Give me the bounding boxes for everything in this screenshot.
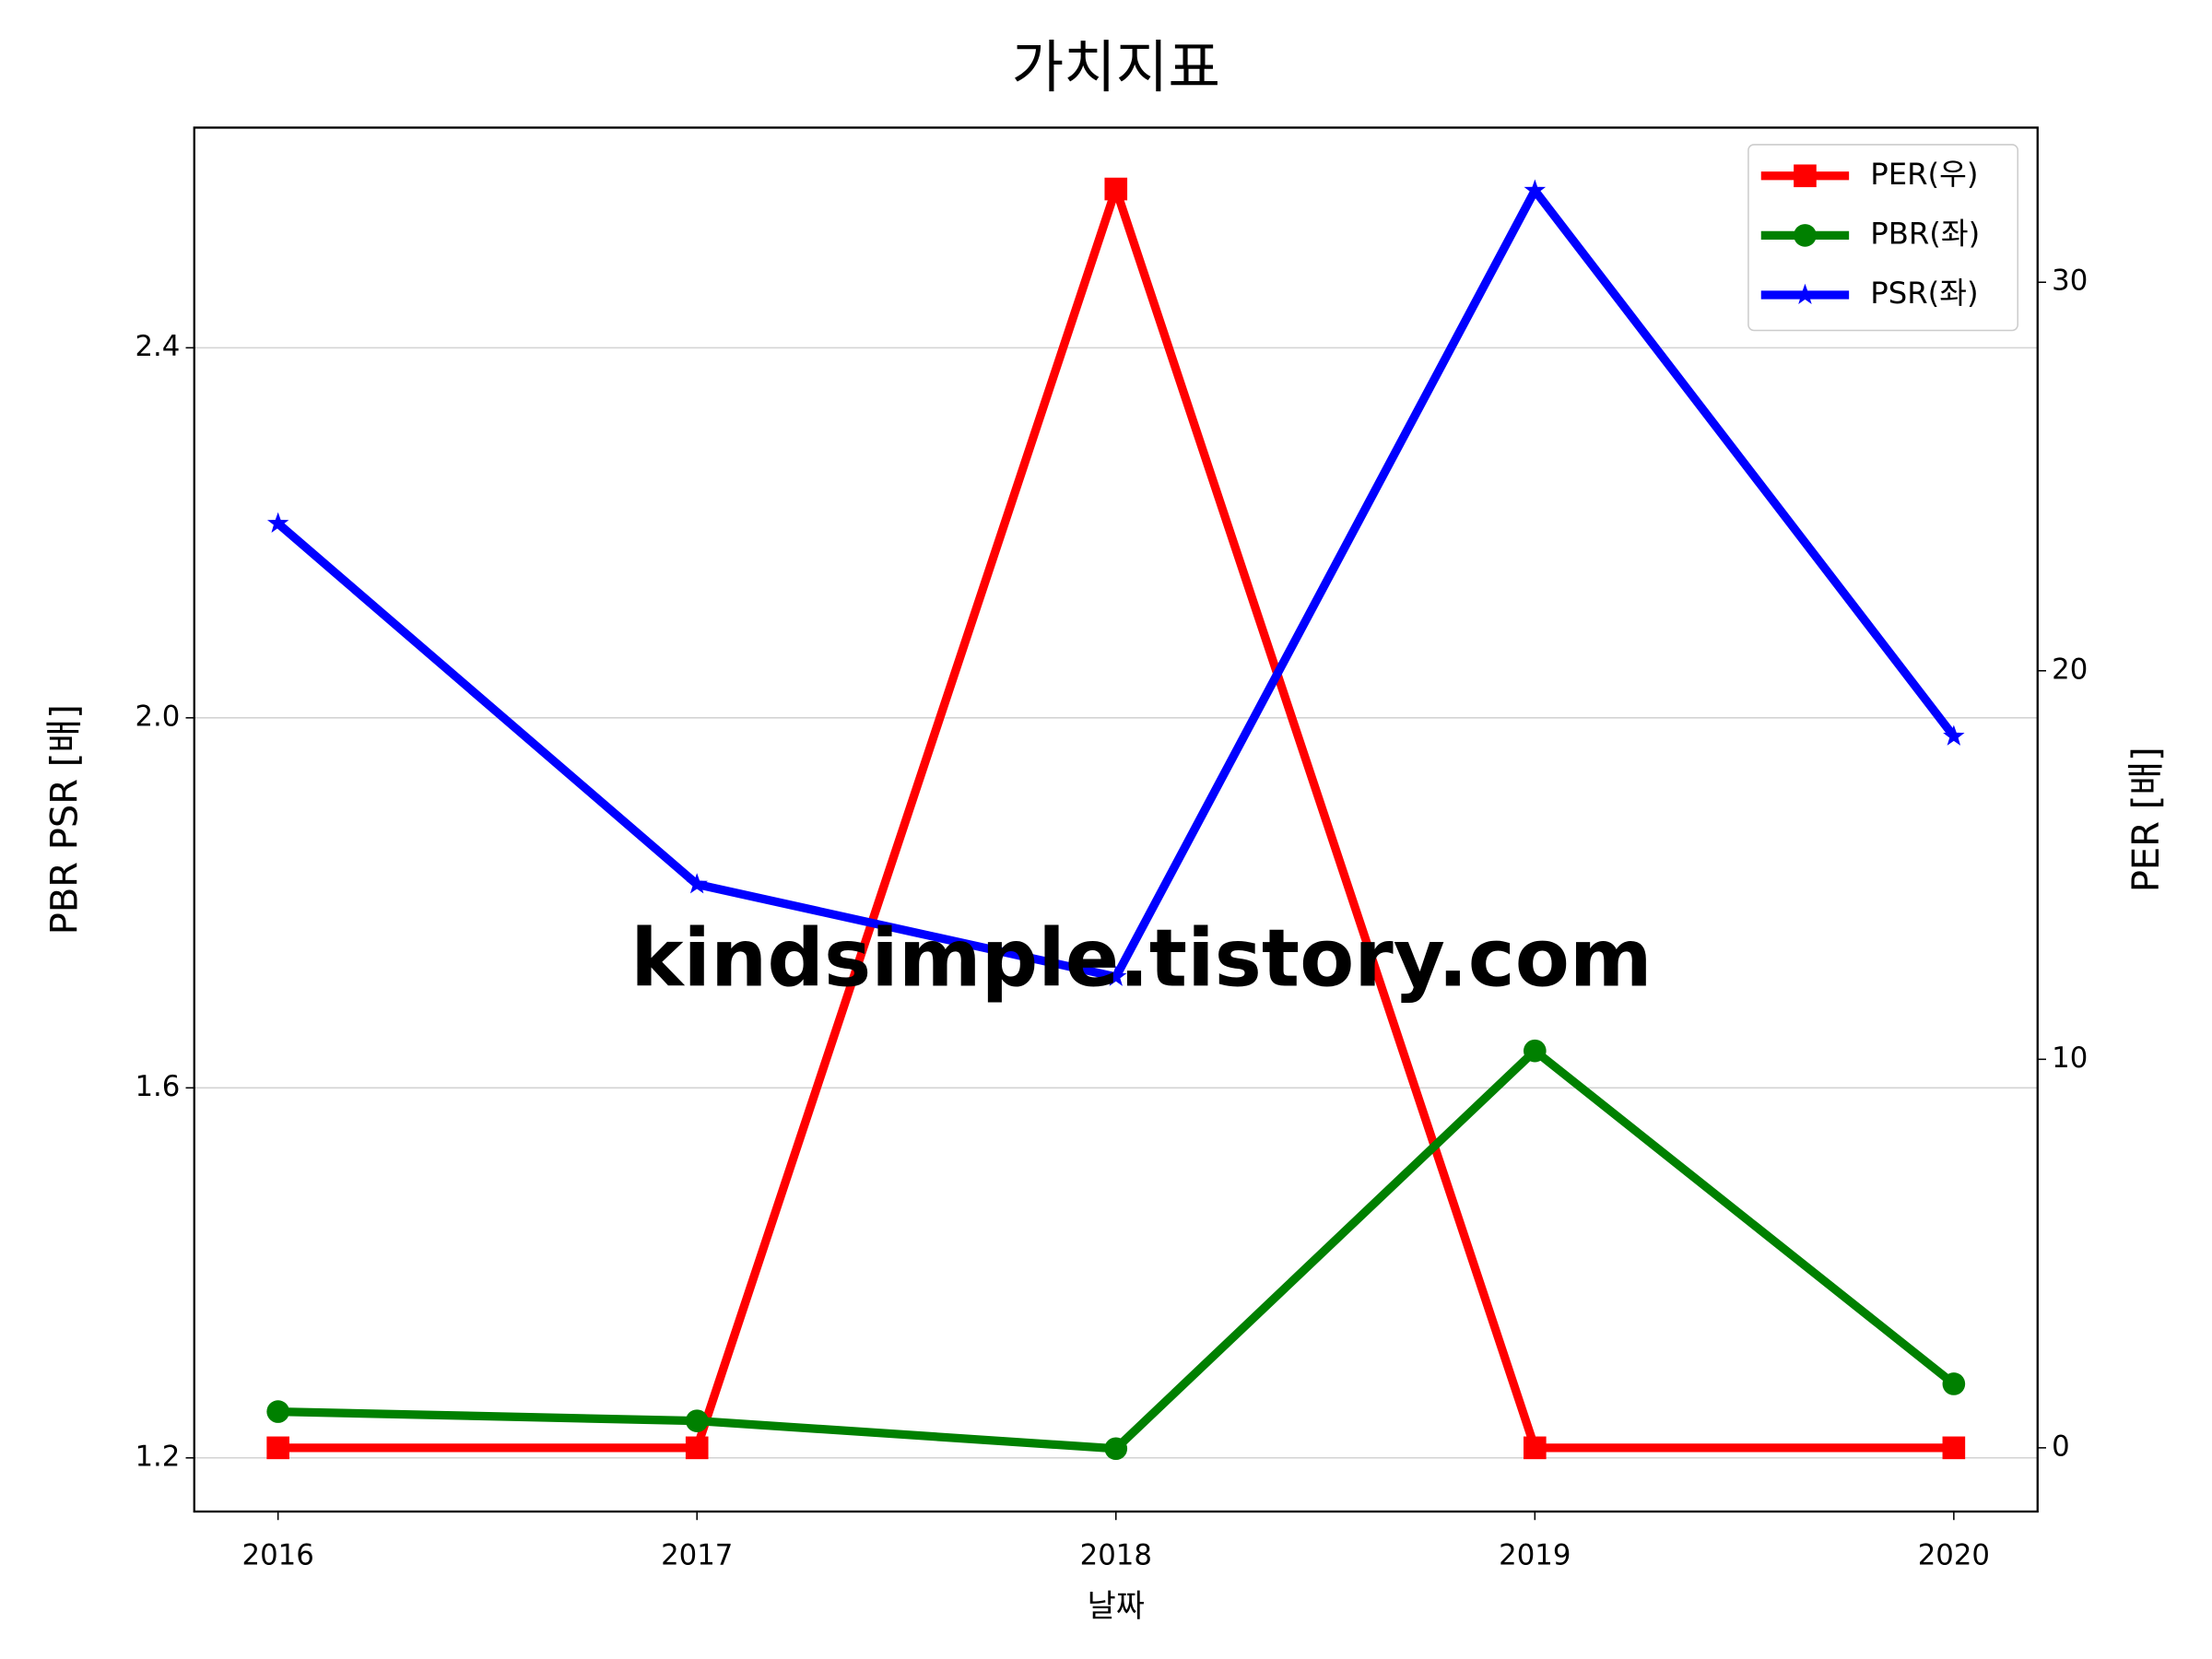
data-point <box>266 1400 289 1423</box>
y-tick-label: 2.0 <box>135 700 180 733</box>
chart-title: 가치지표 <box>1012 34 1220 100</box>
x-tick-label: 2020 <box>1918 1539 1990 1572</box>
data-point <box>685 1436 709 1460</box>
series-line <box>277 1046 1957 1453</box>
legend-label: PER(우) <box>1870 157 1978 192</box>
legend-label: PBR(좌) <box>1870 216 1980 251</box>
x-tick-label: 2016 <box>242 1539 314 1572</box>
y-axis-label: PBR PSR [배] <box>43 704 86 935</box>
x-axis-label: 날짜 <box>1088 1588 1145 1624</box>
data-point <box>266 1436 289 1460</box>
legend-marker <box>1794 164 1817 188</box>
y2-tick-label: 20 <box>2052 653 2088 686</box>
data-point <box>1524 1039 1547 1063</box>
data-point <box>685 1409 709 1432</box>
data-point <box>1104 177 1128 201</box>
x-tick-label: 2017 <box>661 1539 733 1572</box>
legend-label: PSR(좌) <box>1870 276 1978 311</box>
legend-marker <box>1794 224 1817 247</box>
y2-tick-label: 30 <box>2052 265 2088 298</box>
data-point <box>1104 1437 1128 1461</box>
x-tick-label: 2019 <box>1499 1539 1571 1572</box>
y2-tick-label: 0 <box>2052 1430 2070 1463</box>
data-point <box>1524 179 1547 200</box>
y-tick-label: 1.6 <box>135 1070 180 1103</box>
data-point <box>1942 1436 1966 1460</box>
legend-box <box>1747 144 2018 332</box>
y2-tick-label: 10 <box>2052 1041 2088 1075</box>
data-point <box>267 512 289 533</box>
y2-axis-label: PER [배] <box>2125 747 2168 892</box>
data-point <box>1942 1372 1966 1395</box>
x-tick-label: 2018 <box>1080 1539 1152 1572</box>
watermark: kindsimple.tistory.com <box>630 913 1652 1006</box>
legend-marker <box>1794 283 1817 304</box>
y-tick-label: 2.4 <box>135 330 180 363</box>
data-point <box>686 873 708 894</box>
plot-frame <box>193 126 2039 1513</box>
series-line <box>275 186 1958 982</box>
series-line <box>277 184 1954 1453</box>
data-point <box>1943 724 1965 746</box>
data-point <box>1105 965 1127 986</box>
y-tick-label: 1.2 <box>135 1440 180 1473</box>
data-point <box>1524 1436 1547 1460</box>
